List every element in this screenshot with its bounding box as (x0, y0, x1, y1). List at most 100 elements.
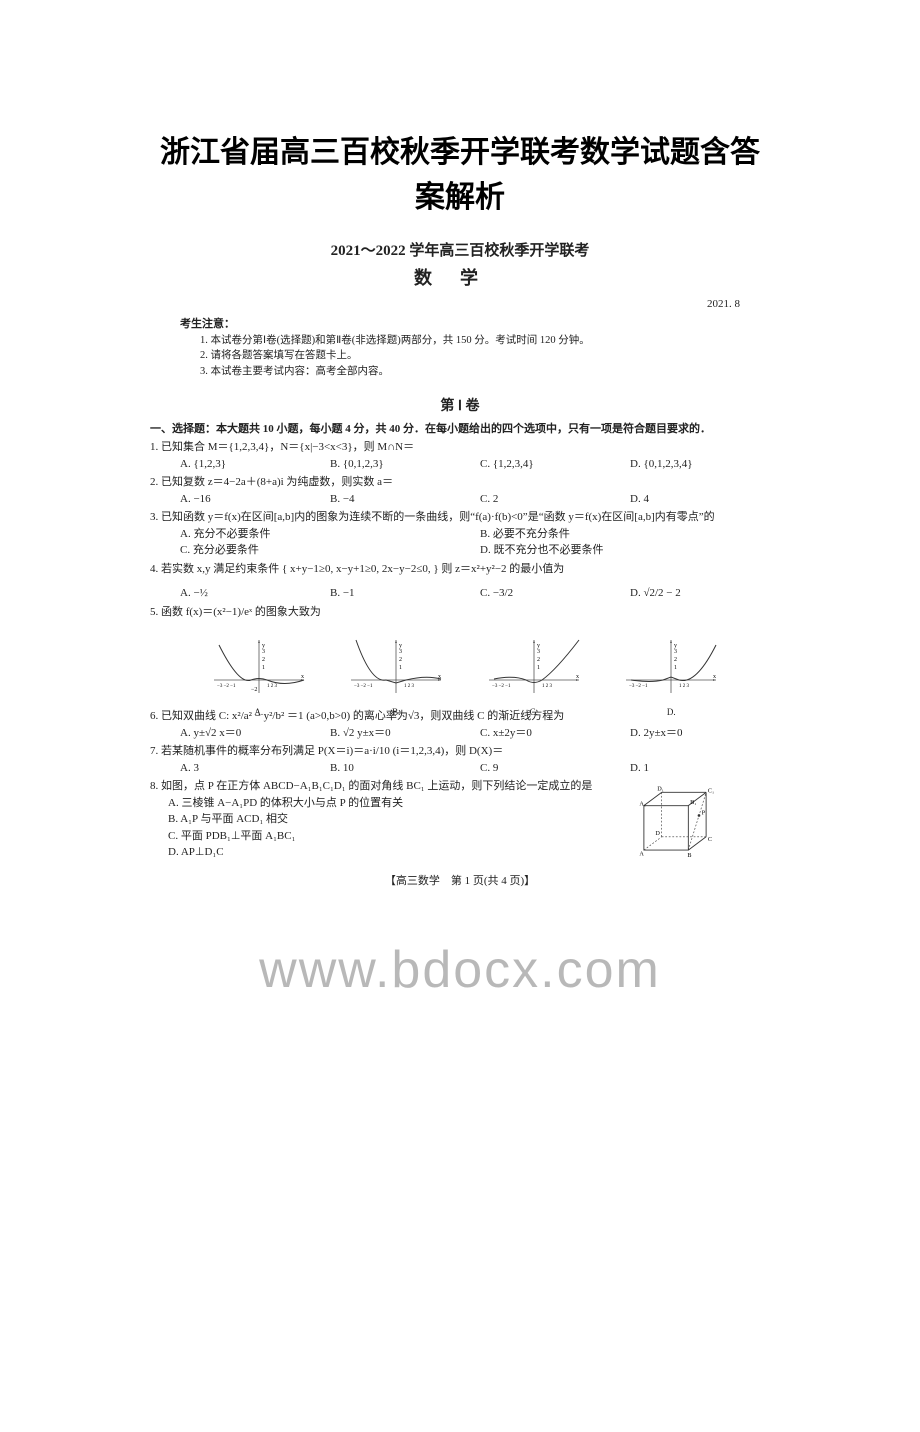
svg-text:1: 1 (537, 665, 540, 671)
graph-option-c: y 3 2 1 x −3 −2 −1 1 2 3 C. (484, 630, 584, 700)
question-7-text: 7. 若某随机事件的概率分布列满足 P(X＝i)＝a·i/10 (i＝1,2,3… (150, 745, 503, 757)
svg-text:2: 2 (537, 657, 540, 663)
q7-option-b: B. 10 (330, 760, 480, 777)
svg-text:−3 −2 −1: −3 −2 −1 (492, 684, 511, 689)
question-4: 4. 若实数 x,y 满足约束条件 { x+y−1≥0, x−y+1≥0, 2x… (140, 561, 780, 602)
svg-text:3: 3 (537, 649, 540, 655)
svg-text:−2: −2 (251, 687, 257, 693)
cube-label-d: D (655, 830, 660, 837)
volume-heading: 第 Ⅰ 卷 (140, 396, 780, 417)
notice-label: 考生注意： (140, 316, 780, 333)
title-line-2: 案解析 (415, 181, 505, 214)
q3-option-d: D. 既不充分也不必要条件 (480, 542, 780, 559)
q2-option-c: C. 2 (480, 491, 630, 508)
svg-text:1 2 3: 1 2 3 (267, 684, 278, 689)
function-graphs-row: y 3 2 1 −2 x −3 −2 −1 1 2 3 A. (150, 624, 780, 706)
q2-option-d: D. 4 (630, 491, 780, 508)
graph-label-a: A. (209, 706, 309, 720)
section-heading: 一、选择题：本大题共 10 小题，每小题 4 分，共 40 分．在每小题给出的四… (140, 421, 780, 438)
q4-option-b: B. −1 (330, 585, 480, 602)
exam-heading: 2021～2022 学年高三百校秋季开学联考 (140, 240, 780, 263)
q3-option-b: B. 必要不充分条件 (480, 526, 780, 543)
svg-text:1 2 3: 1 2 3 (542, 684, 553, 689)
question-5: 5. 函数 f(x)＝(x²−1)/eˣ 的图象大致为 y 3 2 1 −2 x… (140, 604, 780, 707)
svg-text:2: 2 (262, 657, 265, 663)
question-8-text: 8. 如图，点 P 在正方体 ABCD−A₁B₁C₁D₁ 的面对角线 BC₁ 上… (150, 780, 592, 792)
question-3: 3. 已知函数 y＝f(x)在区间[a,b]内的图象为连续不断的一条曲线，则“f… (140, 509, 780, 559)
q2-option-b: B. −4 (330, 491, 480, 508)
svg-text:x: x (576, 674, 579, 680)
svg-text:1 2 3: 1 2 3 (679, 684, 690, 689)
svg-text:−3 −2 −1: −3 −2 −1 (354, 684, 373, 689)
question-1: 1. 已知集合 M＝{1,2,3,4}，N＝{x|−3<x<3}，则 M∩N＝ … (140, 439, 780, 472)
q1-option-c: C. {1,2,3,4} (480, 456, 630, 473)
question-2-text: 2. 已知复数 z＝4−2a＋(8+a)i 为纯虚数，则实数 a＝ (150, 476, 393, 488)
q1-option-a: A. {1,2,3} (180, 456, 330, 473)
question-4-constraints: { x+y−1≥0, x−y+1≥0, 2x−y−2≤0, } (282, 563, 439, 575)
svg-text:1: 1 (262, 665, 265, 671)
q7-option-a: A. 3 (180, 760, 330, 777)
q6-option-c: C. x±2y＝0 (480, 725, 630, 742)
notice-item-3: 3. 本试卷主要考试内容：高考全部内容。 (140, 364, 780, 380)
q8-option-c: C. 平面 PDB₁⊥平面 A₁BC₁ (168, 828, 660, 845)
question-5-text: 5. 函数 f(x)＝(x²−1)/eˣ 的图象大致为 (150, 606, 321, 618)
cube-label-a: A (639, 851, 644, 858)
document-title: 浙江省届高三百校秋季开学联考数学试题含答 案解析 (0, 130, 920, 220)
q7-option-d: D. 1 (630, 760, 780, 777)
svg-text:2: 2 (399, 657, 402, 663)
notice-item-1: 1. 本试卷分第Ⅰ卷(选择题)和第Ⅱ卷(非选择题)两部分，共 150 分。考试时… (140, 333, 780, 349)
q4-option-a: A. −½ (180, 585, 330, 602)
cube-label-a1: A₁ (639, 801, 646, 808)
q4-option-d: D. √2/2 − 2 (630, 585, 780, 602)
q3-option-a: A. 充分不必要条件 (180, 526, 480, 543)
q3-option-c: C. 充分必要条件 (180, 542, 480, 559)
q8-option-b: B. A₁P 与平面 ACD₁ 相交 (168, 811, 660, 828)
q8-option-a: A. 三棱锥 A−A₁PD 的体积大小与点 P 的位置有关 (168, 795, 660, 812)
svg-text:x: x (301, 674, 304, 680)
notice-item-2: 2. 请将各题答案填写在答题卡上。 (140, 348, 780, 364)
svg-text:1: 1 (399, 665, 402, 671)
q1-option-d: D. {0,1,2,3,4} (630, 456, 780, 473)
cube-label-p: P (702, 810, 706, 817)
graph-label-c: C. (484, 706, 584, 720)
graph-label-b: B. (346, 706, 446, 720)
svg-text:2: 2 (674, 657, 677, 663)
cube-label-b1: B₁ (690, 799, 696, 806)
graph-option-b: y 3 2 1 x −3 −2 −1 1 2 3 B. (346, 630, 446, 700)
title-line-1: 浙江省届高三百校秋季开学联考数学试题含答 (160, 136, 760, 169)
svg-text:−3 −2 −1: −3 −2 −1 (217, 684, 236, 689)
graph-option-a: y 3 2 1 −2 x −3 −2 −1 1 2 3 A. (209, 630, 309, 700)
cube-label-c: C (708, 836, 712, 843)
q6-option-b: B. √2 y±x＝0 (330, 725, 480, 742)
cube-label-b: B (687, 852, 691, 859)
page-footer: 【高三数学 第 1 页(共 4 页)】 (140, 873, 780, 890)
svg-text:3: 3 (399, 649, 402, 655)
q8-option-d: D. AP⊥D₁C (168, 844, 660, 861)
question-3-text: 3. 已知函数 y＝f(x)在区间[a,b]内的图象为连续不断的一条曲线，则“f… (150, 511, 715, 523)
question-4-text-pre: 4. 若实数 x,y 满足约束条件 (150, 563, 279, 575)
question-4-text-post: 则 z＝x²+y²−2 的最小值为 (441, 563, 564, 575)
q7-option-c: C. 9 (480, 760, 630, 777)
watermark: www.bdocx.com (0, 940, 920, 1000)
svg-text:1: 1 (674, 665, 677, 671)
svg-text:3: 3 (674, 649, 677, 655)
svg-text:3: 3 (262, 649, 265, 655)
svg-text:x: x (713, 674, 716, 680)
cube-label-d1: D₁ (657, 786, 664, 793)
exam-date: 2021. 8 (140, 296, 780, 313)
q6-option-a: A. y±√2 x＝0 (180, 725, 330, 742)
question-2: 2. 已知复数 z＝4−2a＋(8+a)i 为纯虚数，则实数 a＝ A. −16… (140, 474, 780, 507)
exam-paper: 2021～2022 学年高三百校秋季开学联考 数学 2021. 8 考生注意： … (140, 240, 780, 889)
q2-option-a: A. −16 (180, 491, 330, 508)
q1-option-b: B. {0,1,2,3} (330, 456, 480, 473)
svg-text:−3 −2 −1: −3 −2 −1 (629, 684, 648, 689)
cube-figure: A₁ B₁ C₁ D₁ A B C D P (630, 779, 720, 859)
q6-option-d: D. 2y±x＝0 (630, 725, 780, 742)
svg-text:1 2 3: 1 2 3 (404, 684, 415, 689)
q4-option-c: C. −3/2 (480, 585, 630, 602)
cube-label-c1: C₁ (708, 788, 714, 795)
question-1-text: 1. 已知集合 M＝{1,2,3,4}，N＝{x|−3<x<3}，则 M∩N＝ (150, 441, 414, 453)
graph-label-d: D. (621, 706, 721, 720)
exam-subject: 数学 (140, 265, 780, 292)
question-7: 7. 若某随机事件的概率分布列满足 P(X＝i)＝a·i/10 (i＝1,2,3… (140, 743, 780, 776)
